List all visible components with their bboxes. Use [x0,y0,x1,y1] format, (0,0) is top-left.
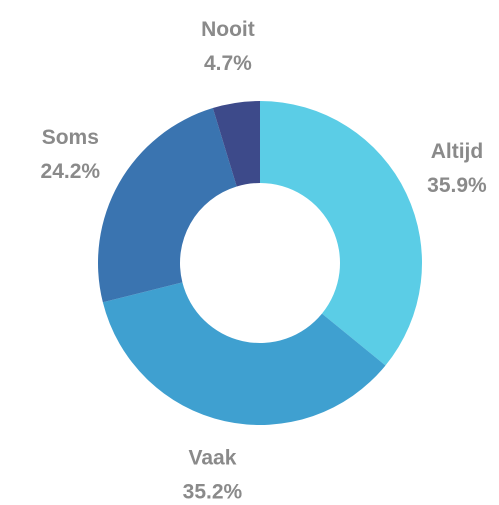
slice-label: Soms [42,126,99,149]
slice-value: 4.7% [204,52,252,75]
donut-slice [260,101,422,366]
slice-value: 35.9% [427,174,487,197]
donut-slice [102,282,386,425]
slice-label: Altijd [431,140,484,163]
slice-label: Vaak [188,446,236,469]
slice-value: 35.2% [183,480,243,503]
donut-slice [98,108,237,303]
slice-value: 24.2% [41,160,101,183]
slice-label: Nooit [201,18,255,41]
donut-slice [212,101,260,187]
